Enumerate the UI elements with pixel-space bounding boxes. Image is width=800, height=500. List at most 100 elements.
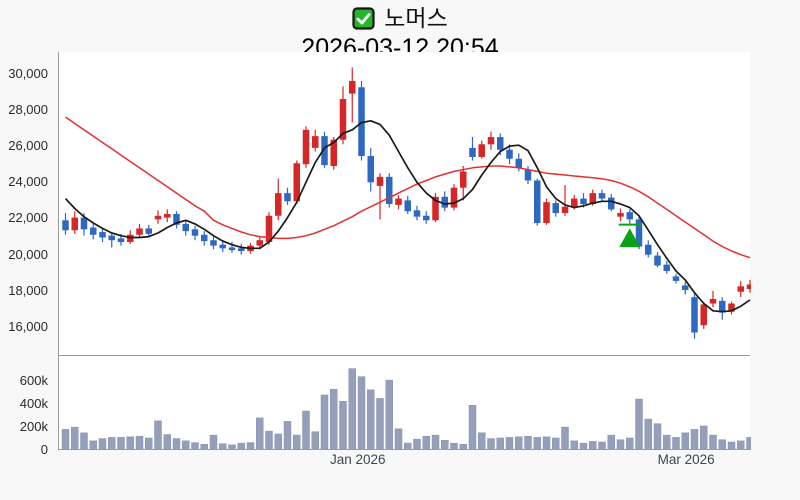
volume-chart-canvas [61, 368, 751, 450]
volume-bar [163, 434, 171, 450]
candle-down [534, 180, 541, 223]
volume-bar [302, 410, 310, 450]
volume-bar [172, 438, 181, 450]
candle-down [62, 220, 69, 231]
volume-bar [237, 442, 245, 450]
volume-bar [487, 438, 495, 450]
candle-down [413, 210, 421, 217]
volume-bar [348, 368, 356, 450]
candle-up [330, 139, 337, 166]
candle-down [645, 244, 652, 255]
candle-down [469, 147, 476, 157]
volume-bar [154, 420, 162, 450]
candle-down [321, 136, 328, 166]
candle-down [423, 215, 430, 221]
volume-bar [182, 440, 190, 450]
volume-bar [533, 437, 541, 450]
candle-down [238, 248, 245, 252]
candle-down [672, 276, 680, 281]
volume-bar [746, 437, 751, 450]
price-tick-label: 30,000 [8, 65, 48, 81]
candle-down [201, 234, 208, 242]
candle-up [478, 144, 485, 157]
price-axis-labels: 30,000 28,000 26,000 24,000 22,000 20,000 18,0… [0, 52, 53, 356]
candle-up [154, 215, 162, 220]
volume-bar [579, 442, 588, 450]
candle-up [302, 129, 310, 165]
candle-down [719, 300, 726, 313]
volume-bar [542, 436, 551, 450]
candle-up [256, 240, 263, 246]
candle-down [654, 255, 661, 266]
price-tick-label: 24,000 [8, 174, 48, 190]
candle-down [191, 229, 199, 236]
candle-up [127, 234, 134, 242]
volume-bar [330, 388, 338, 450]
candle-down [635, 219, 643, 247]
volume-bar [552, 437, 560, 450]
candle-down [145, 228, 152, 234]
candle-up [71, 217, 78, 231]
candle-down [99, 232, 106, 238]
price-tick-label: 26,000 [8, 138, 48, 154]
volume-bar [246, 442, 255, 450]
candle-up [543, 202, 550, 223]
volume-bar [690, 429, 699, 450]
candle-down [608, 197, 615, 210]
candle-down [404, 200, 411, 212]
candle-up [737, 286, 744, 292]
volume-bar [126, 436, 134, 450]
candle-down [182, 223, 189, 232]
candle-up [432, 196, 439, 221]
candle-down [663, 264, 670, 271]
price-tick-label: 18,000 [8, 282, 48, 298]
volume-bar [431, 434, 440, 450]
volume-bar [89, 440, 97, 450]
candle-down [173, 213, 180, 225]
candle-up [571, 198, 578, 207]
candle-up [460, 171, 467, 188]
volume-bar [663, 434, 671, 450]
volume-bar [135, 435, 144, 450]
date-tick-label: Jan 2026 [329, 452, 386, 467]
volume-bar [283, 421, 292, 450]
volume-bar [635, 398, 643, 450]
candle-down [108, 235, 115, 241]
volume-bar [394, 428, 403, 450]
volume-bar [561, 426, 569, 450]
candle-down [524, 169, 532, 181]
volume-bar [367, 389, 375, 450]
volume-bar [320, 394, 329, 450]
candle-up [349, 80, 356, 94]
candle-down [598, 193, 606, 199]
volume-bar [607, 434, 615, 450]
volume-bar [478, 432, 486, 450]
volume-bar [117, 437, 125, 450]
candle-up [136, 228, 143, 235]
volume-tick-label: 600k [19, 373, 48, 389]
volume-bar [505, 437, 514, 450]
candle-up [275, 193, 282, 216]
candle-up [728, 303, 735, 312]
volume-bar [357, 376, 366, 450]
volume-bar [274, 433, 282, 450]
candle-up [561, 206, 569, 214]
volume-bar [459, 444, 467, 450]
volume-bar [718, 439, 726, 450]
volume-bar [191, 442, 199, 450]
volume-tick-label: 0 [40, 442, 48, 457]
volume-bar [441, 440, 449, 450]
candle-down [552, 203, 559, 214]
volume-bar [256, 417, 264, 450]
volume-bar [145, 437, 153, 450]
volume-bar [496, 437, 504, 450]
volume-bar [589, 441, 597, 450]
candle-up [164, 213, 171, 218]
volume-bar [228, 444, 236, 450]
candle-down [358, 87, 365, 157]
candle-down [90, 227, 97, 235]
volume-bar [339, 401, 347, 450]
volume-bar [404, 442, 412, 450]
price-tick-label: 20,000 [8, 246, 48, 262]
